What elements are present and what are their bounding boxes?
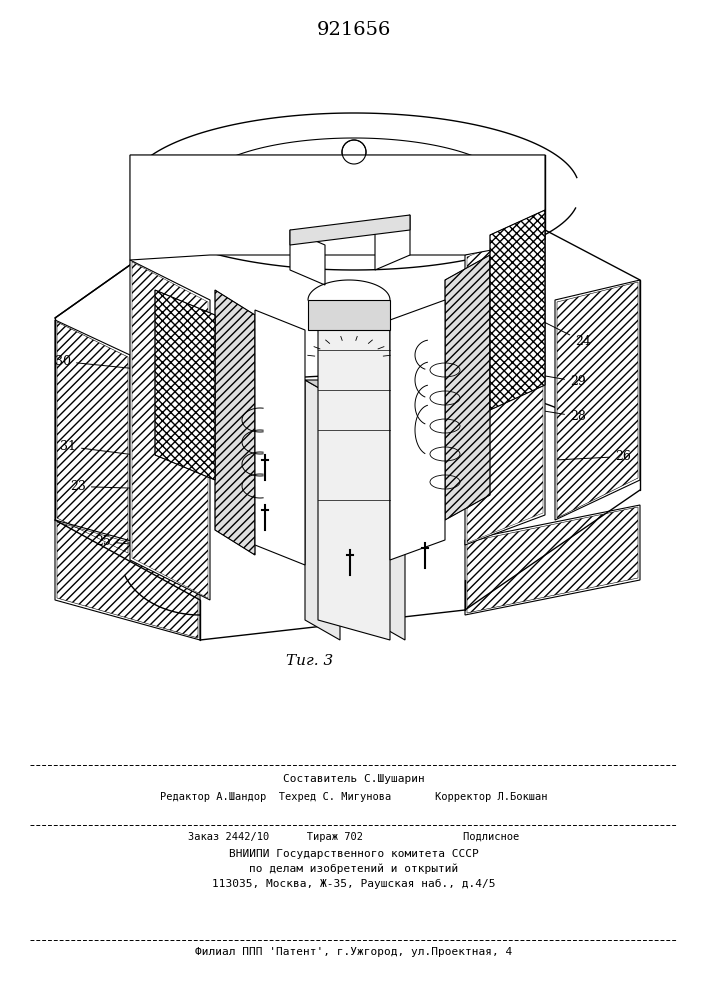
Polygon shape bbox=[445, 255, 490, 520]
Polygon shape bbox=[390, 300, 445, 560]
Polygon shape bbox=[130, 260, 210, 600]
Polygon shape bbox=[490, 210, 545, 410]
Text: 25: 25 bbox=[95, 535, 192, 550]
Polygon shape bbox=[305, 380, 340, 640]
Text: Τиг. 3: Τиг. 3 bbox=[286, 654, 334, 668]
Polygon shape bbox=[465, 505, 640, 615]
Text: 26: 26 bbox=[558, 450, 631, 463]
Polygon shape bbox=[290, 230, 325, 285]
Polygon shape bbox=[555, 280, 640, 520]
Text: 29: 29 bbox=[452, 360, 586, 388]
Polygon shape bbox=[255, 310, 305, 565]
Polygon shape bbox=[465, 225, 545, 545]
Text: ВНИИПИ Государственного комитета СССР: ВНИИПИ Государственного комитета СССР bbox=[229, 849, 479, 859]
Polygon shape bbox=[370, 380, 405, 640]
Text: 30: 30 bbox=[55, 355, 145, 370]
Text: 113035, Москва, Ж-35, Раушская наб., д.4/5: 113035, Москва, Ж-35, Раушская наб., д.4… bbox=[212, 879, 496, 889]
Text: 23: 23 bbox=[70, 480, 192, 493]
Polygon shape bbox=[308, 300, 390, 330]
Text: Редактор А.Шандор  Техред С. Мигунова       Корректор Л.Бокшан: Редактор А.Шандор Техред С. Мигунова Кор… bbox=[160, 792, 548, 802]
Polygon shape bbox=[55, 320, 130, 555]
Text: Заказ 2442/10      Тираж 702                Подлисное: Заказ 2442/10 Тираж 702 Подлисное bbox=[188, 832, 520, 842]
Polygon shape bbox=[130, 155, 545, 260]
Text: 24: 24 bbox=[493, 296, 591, 348]
Text: 27: 27 bbox=[380, 573, 396, 618]
Text: 31: 31 bbox=[60, 440, 173, 460]
Polygon shape bbox=[290, 215, 410, 245]
Text: 921656: 921656 bbox=[317, 21, 391, 39]
Polygon shape bbox=[55, 520, 200, 640]
Polygon shape bbox=[318, 310, 390, 640]
Text: Филиал ППП 'Патент', г.Ужгород, ул.Проектная, 4: Филиал ППП 'Патент', г.Ужгород, ул.Проек… bbox=[195, 947, 513, 957]
Text: Составитель С.Шушарин: Составитель С.Шушарин bbox=[283, 774, 425, 784]
Polygon shape bbox=[215, 290, 255, 555]
Text: 28: 28 bbox=[448, 395, 586, 423]
Text: по делам изобретений и открытий: по делам изобретений и открытий bbox=[250, 863, 459, 874]
Polygon shape bbox=[155, 290, 215, 480]
Polygon shape bbox=[305, 380, 405, 400]
Polygon shape bbox=[375, 215, 410, 270]
